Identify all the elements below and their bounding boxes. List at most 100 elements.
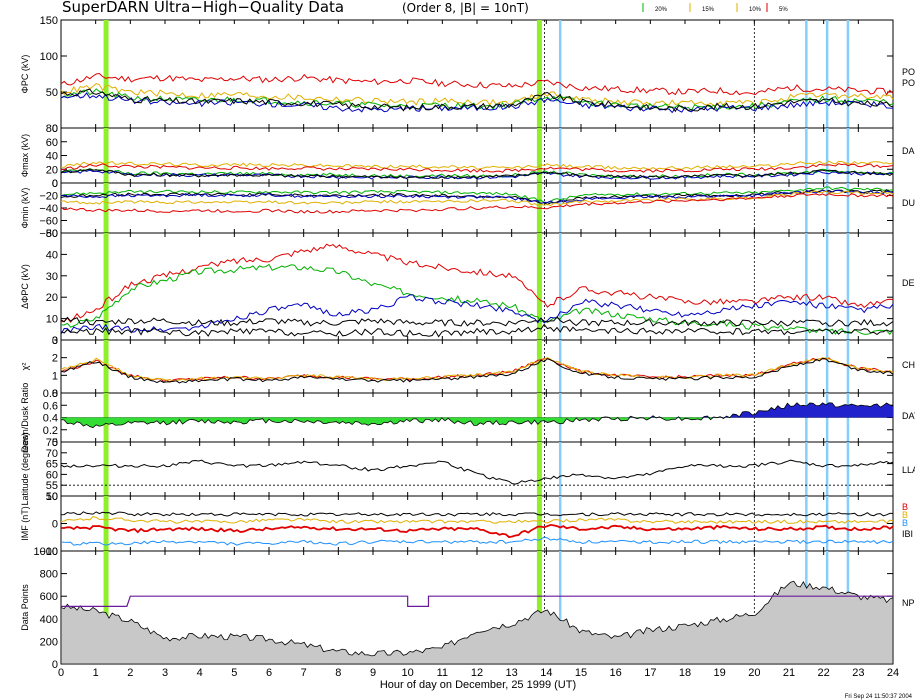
- y-tick-label: 40: [46, 249, 58, 261]
- y-tick-label: 400: [40, 614, 58, 626]
- data-points-area: [60, 580, 894, 665]
- y-tick-label: 0: [52, 659, 58, 671]
- right-label-12: NP: [902, 598, 915, 608]
- marker-band: [536, 233, 542, 340]
- panel-frame: [60, 339, 894, 394]
- y-tick-label: 1: [52, 370, 58, 382]
- y-tick-label: 60: [46, 469, 58, 481]
- y-tick-label: 0: [52, 123, 58, 135]
- series-line: [60, 536, 894, 546]
- series-line: [60, 168, 894, 180]
- y-tick-label: 40: [46, 151, 58, 163]
- y-tick-label: 30: [46, 271, 58, 283]
- np-line: [61, 595, 893, 607]
- panel-frame: [60, 182, 894, 234]
- y-tick-label: 80: [46, 123, 58, 135]
- y-tick-label: 1000: [34, 546, 58, 558]
- y-tick-label: 0.8: [43, 388, 58, 400]
- y-tick-label: 800: [40, 569, 58, 581]
- timestamp: Fri Sep 24 11:50:37 2004: [845, 694, 913, 700]
- x-tick-label: 21: [783, 667, 795, 679]
- x-tick-label: 23: [852, 667, 864, 679]
- series-line: [60, 511, 893, 517]
- series-line: [60, 169, 894, 180]
- y-tick-label: 70: [46, 448, 58, 460]
- series-line: [61, 523, 894, 539]
- marker-band: [103, 183, 109, 233]
- series-line: [60, 186, 894, 204]
- x-tick-label: 7: [301, 667, 307, 679]
- x-tick-label: 15: [575, 667, 587, 679]
- right-label-3: DU: [902, 198, 915, 208]
- y-tick-label: 0.4: [43, 413, 58, 425]
- series-line: [60, 516, 894, 524]
- y-tick-label: 20: [46, 292, 58, 304]
- legend-label-0: 20%: [655, 7, 668, 13]
- y-tick-label: −80: [39, 228, 58, 240]
- y-tick-label: 50: [46, 87, 58, 99]
- chart-title: SuperDARN Ultra−High−Quality Data: [62, 0, 344, 16]
- y-tick-label: 10: [46, 491, 58, 503]
- marker-band: [536, 20, 542, 128]
- series-line: [60, 72, 894, 96]
- x-tick-label: 18: [679, 667, 691, 679]
- panel-frame: [60, 441, 894, 497]
- y-tick-label: −60: [39, 216, 58, 228]
- x-tick-label: 1: [93, 667, 99, 679]
- panel-frame: [60, 232, 894, 341]
- legend-label-1: 15%: [702, 7, 715, 13]
- y-tick-label: 20: [46, 164, 58, 176]
- ratio-fill-dawn: [61, 417, 893, 428]
- right-label-11: IBI: [902, 529, 913, 539]
- panel-7: −10 0 10 IMF (nT): [20, 491, 894, 558]
- panel-2: 0−20−40−60−80 Φmin (kV): [20, 178, 894, 240]
- right-label-1: PO: [902, 78, 915, 88]
- series-line: [60, 243, 894, 323]
- y-tick-label: 0.2: [43, 425, 58, 437]
- series-line: [60, 88, 894, 113]
- y-tick-label: −10: [39, 546, 58, 558]
- y-axis-label: ΦPC (kV): [20, 55, 30, 94]
- y-tick-label: 2: [52, 353, 58, 365]
- series-line: [60, 459, 894, 485]
- marker-band: [103, 496, 109, 551]
- x-tick-label: 14: [540, 667, 552, 679]
- chart-subtitle: (Order 8, |B| = 10nT): [402, 1, 529, 15]
- series-line: [60, 160, 894, 170]
- right-labels: POPODADUDECHDAYLLABBBIBINP: [902, 67, 915, 608]
- y-tick-label: 0: [52, 519, 58, 531]
- right-label-7: LLA: [902, 465, 915, 475]
- ratio-line: [60, 402, 894, 429]
- series-line: [60, 357, 894, 382]
- x-tick-label: 0: [58, 667, 64, 679]
- y-tick-label: 150: [40, 15, 58, 27]
- marker-band: [536, 496, 542, 551]
- x-axis: 0 1 2 3 4 5 6 7 8 9 10 11 12 13 14 15 16 17 18 19 20 21 22 23 24: [58, 667, 899, 679]
- x-tick-label: 17: [644, 667, 656, 679]
- y-tick-label: 3: [52, 335, 58, 347]
- right-label-10: B: [902, 518, 908, 528]
- y-tick-label: 55: [46, 480, 58, 492]
- y-tick-label: 0: [52, 178, 58, 190]
- x-tick-label: 22: [818, 667, 830, 679]
- x-tick-label: 12: [471, 667, 483, 679]
- y-tick-label: −20: [39, 191, 58, 203]
- right-label-5: CH: [902, 360, 915, 370]
- marker-band: [536, 442, 542, 496]
- panel-8: 0 200 400 600 800 1000 Data Points: [20, 546, 894, 671]
- y-tick-label: −40: [39, 203, 58, 215]
- x-tick-label: 19: [714, 667, 726, 679]
- right-label-0: PO: [902, 67, 915, 77]
- panel-4: 0 1 2 3 χ²: [20, 335, 894, 400]
- y-axis-label: χ²: [20, 363, 30, 371]
- marker-band: [103, 340, 109, 393]
- x-tick-label: 8: [335, 667, 341, 679]
- panel-frame: [60, 495, 894, 552]
- y-tick-label: 10: [46, 314, 58, 326]
- x-tick-label: 9: [370, 667, 376, 679]
- x-tick-label: 10: [402, 667, 414, 679]
- y-axis-label: ΔΦPC (kV): [20, 264, 30, 309]
- y-tick-label: 50: [46, 491, 58, 503]
